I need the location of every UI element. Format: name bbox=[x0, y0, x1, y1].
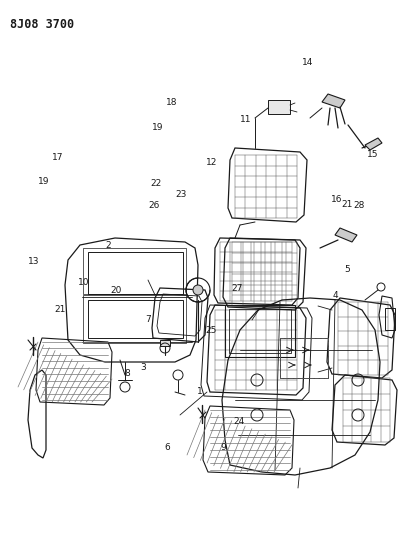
Text: 6: 6 bbox=[165, 443, 170, 452]
Text: 26: 26 bbox=[148, 201, 159, 209]
Text: 5: 5 bbox=[344, 265, 350, 273]
Text: 25: 25 bbox=[206, 326, 217, 335]
Text: 4: 4 bbox=[332, 292, 338, 300]
Text: 21: 21 bbox=[54, 305, 65, 313]
Polygon shape bbox=[365, 138, 382, 150]
Text: 28: 28 bbox=[354, 201, 365, 209]
Bar bbox=[280, 338, 328, 378]
Text: 19: 19 bbox=[152, 124, 163, 132]
Text: 15: 15 bbox=[367, 150, 379, 159]
Text: 7: 7 bbox=[145, 316, 150, 324]
Bar bbox=[83, 248, 186, 294]
Text: 21: 21 bbox=[342, 200, 353, 208]
Bar bbox=[160, 340, 170, 346]
Text: 13: 13 bbox=[28, 257, 40, 265]
Polygon shape bbox=[322, 94, 345, 108]
Text: 8: 8 bbox=[125, 369, 130, 377]
Text: 12: 12 bbox=[206, 158, 217, 167]
Bar bbox=[385, 308, 395, 330]
Text: 18: 18 bbox=[166, 98, 177, 107]
Text: 1: 1 bbox=[197, 387, 202, 396]
Bar bbox=[88, 252, 183, 294]
Text: 22: 22 bbox=[150, 180, 161, 188]
Text: 14: 14 bbox=[302, 59, 313, 67]
Text: 10: 10 bbox=[78, 278, 89, 287]
Bar bbox=[88, 300, 183, 338]
Text: 16: 16 bbox=[332, 196, 343, 204]
Polygon shape bbox=[335, 228, 357, 242]
Circle shape bbox=[193, 285, 203, 295]
Text: 23: 23 bbox=[176, 190, 187, 199]
Bar bbox=[83, 295, 186, 343]
Bar bbox=[229, 309, 291, 353]
Text: 19: 19 bbox=[38, 177, 49, 185]
Text: 9: 9 bbox=[221, 443, 226, 452]
Text: 3: 3 bbox=[141, 364, 146, 372]
Text: 24: 24 bbox=[234, 417, 245, 425]
Bar bbox=[280, 338, 328, 378]
Text: 11: 11 bbox=[240, 116, 251, 124]
Text: 27: 27 bbox=[232, 285, 243, 293]
Text: 17: 17 bbox=[52, 153, 63, 161]
Bar bbox=[268, 100, 290, 114]
Bar bbox=[225, 305, 295, 357]
Text: 2: 2 bbox=[105, 241, 111, 249]
Text: 8J08 3700: 8J08 3700 bbox=[10, 18, 74, 31]
Text: 20: 20 bbox=[110, 286, 121, 295]
